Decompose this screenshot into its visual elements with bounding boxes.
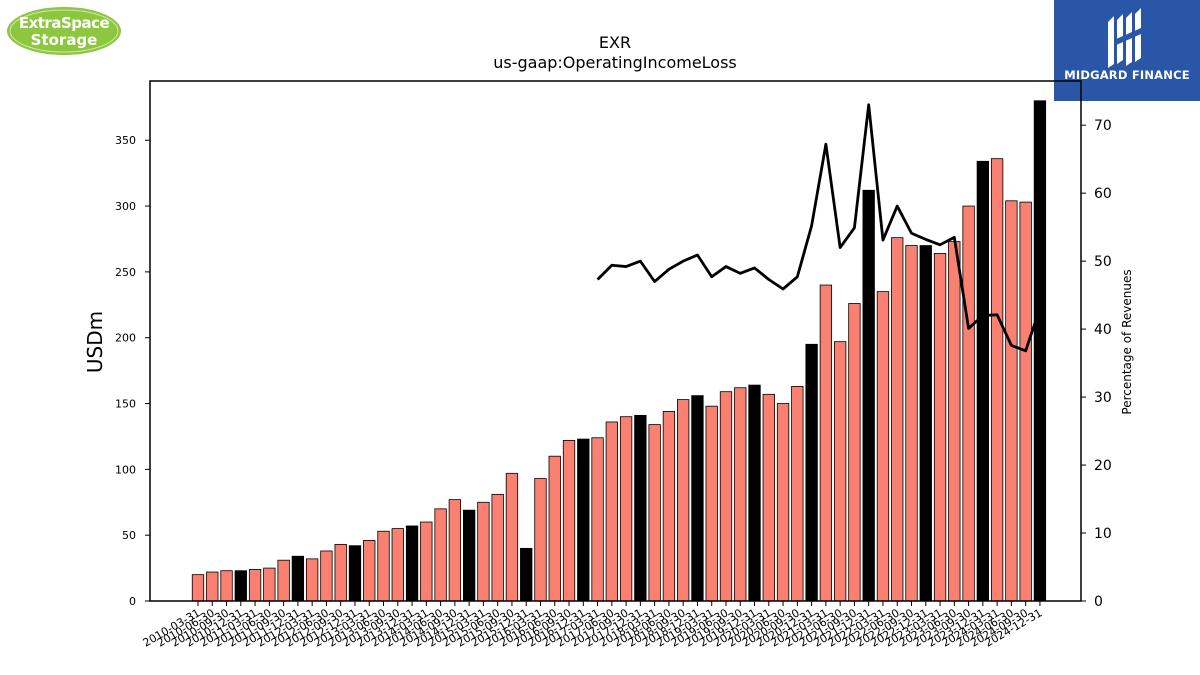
bar-quarter [591, 437, 604, 602]
y-tick-label: 150 [115, 398, 136, 411]
bar-quarter [334, 543, 347, 602]
line-layer [596, 103, 1042, 353]
bar-quarter [677, 399, 690, 602]
bar-quarter [1005, 200, 1018, 602]
y2-tick-label: 50 [1094, 254, 1112, 270]
bar-annual [805, 343, 818, 602]
x-axis: 2010-03-312010-06-302010-09-302010-12-31… [141, 601, 1044, 650]
bar-quarter [905, 245, 918, 602]
bar-quarter [1019, 201, 1032, 602]
y-axis-left: 0 50 100 150 200 250 300 350 [115, 134, 150, 608]
bar-quarter [819, 284, 833, 602]
chart-subtitle: us-gaap:OperatingIncomeLoss [493, 53, 737, 72]
y2-tick-label: 70 [1094, 118, 1112, 134]
bar-quarter [363, 540, 376, 602]
y2-tick-label: 10 [1094, 526, 1112, 542]
y2-tick-label: 60 [1094, 186, 1112, 202]
y-axis-label: USDm [83, 311, 107, 373]
bar-annual [577, 438, 590, 602]
bar-quarter [648, 424, 661, 602]
bar-quarter [491, 493, 504, 602]
plot-frame [149, 80, 1082, 602]
y-tick-label: 350 [115, 134, 136, 147]
bar-quarter [876, 291, 890, 602]
bar-quarter [263, 567, 276, 602]
bar-quarter [534, 478, 547, 602]
bar-quarter [505, 472, 519, 602]
bar-annual [748, 384, 761, 602]
bar-quarter [776, 403, 790, 602]
y2-tick-label: 30 [1094, 390, 1112, 406]
y-tick-label: 300 [115, 200, 136, 213]
bar-quarter [734, 387, 747, 602]
bar-quarter [791, 386, 804, 602]
bar-quarter [391, 528, 404, 602]
y-tick-label: 250 [115, 266, 136, 279]
y-axis-right: 0 10 20 30 40 50 60 70 [1081, 118, 1112, 610]
bar-annual [405, 525, 419, 602]
bar-quarter [762, 393, 775, 602]
extra-space-logo-line1: ExtraSpace [18, 14, 110, 32]
bar-quarter [619, 416, 633, 602]
bar-quarter [662, 411, 676, 602]
bar-quarter [962, 205, 975, 602]
y2-tick-label: 40 [1094, 322, 1112, 338]
bar-annual [291, 555, 305, 602]
bar-quarter [277, 559, 290, 602]
y-tick-label: 0 [129, 595, 136, 608]
y2-tick-label: 0 [1094, 594, 1103, 610]
y-tick-label: 200 [115, 332, 136, 345]
y2-tick-label: 20 [1094, 458, 1112, 474]
bar-quarter [206, 571, 219, 602]
midgard-finance-wordmark: MIDGARD FINANCE [1064, 68, 1190, 82]
bar-annual [976, 160, 989, 602]
bar-quarter [605, 421, 618, 602]
bar-quarter [477, 501, 490, 602]
midgard-finance-mark-icon [1108, 8, 1141, 68]
bar-annual [462, 509, 476, 602]
bar-annual [919, 245, 932, 602]
bar-quarter [191, 574, 205, 602]
bar-quarter [562, 439, 576, 602]
extra-space-logo-line2: Storage [30, 31, 98, 49]
bar-annual [691, 395, 704, 602]
bar-quarter [990, 158, 1004, 602]
extra-space-logo-badge [5, 5, 123, 57]
bar-quarter [834, 341, 847, 602]
bar-quarter [248, 569, 262, 602]
bar-annual [862, 189, 875, 602]
bar-quarter [448, 499, 462, 602]
y-tick-label: 50 [122, 529, 136, 542]
bar-quarter [891, 237, 904, 602]
bar-annual [520, 547, 533, 602]
percentage-line [596, 103, 1042, 353]
bar-quarter [420, 521, 433, 602]
bar-quarter [548, 455, 561, 602]
midgard-finance-logo: MIDGARD FINANCE [1054, 0, 1200, 101]
bar-quarter [220, 570, 233, 602]
bar-quarter [848, 303, 861, 602]
chart-title: EXR [599, 33, 631, 52]
bar-annual [348, 545, 362, 602]
bar-quarter [933, 253, 947, 602]
bar-annual [634, 414, 647, 602]
bars-layer [191, 100, 1047, 602]
bar-quarter [320, 550, 333, 602]
bar-quarter [705, 405, 718, 602]
bar-quarter [377, 530, 390, 602]
bar-annual [234, 570, 247, 602]
bar-quarter [719, 391, 733, 602]
extra-space-storage-logo: ExtraSpace Storage [4, 4, 124, 58]
y-tick-label: 100 [115, 463, 136, 476]
bar-quarter [948, 241, 961, 602]
bar-quarter [434, 508, 447, 602]
bar-annual [1033, 100, 1047, 602]
y2-axis-label: Percentage of Revenues [1120, 269, 1134, 414]
bar-quarter [306, 558, 319, 602]
